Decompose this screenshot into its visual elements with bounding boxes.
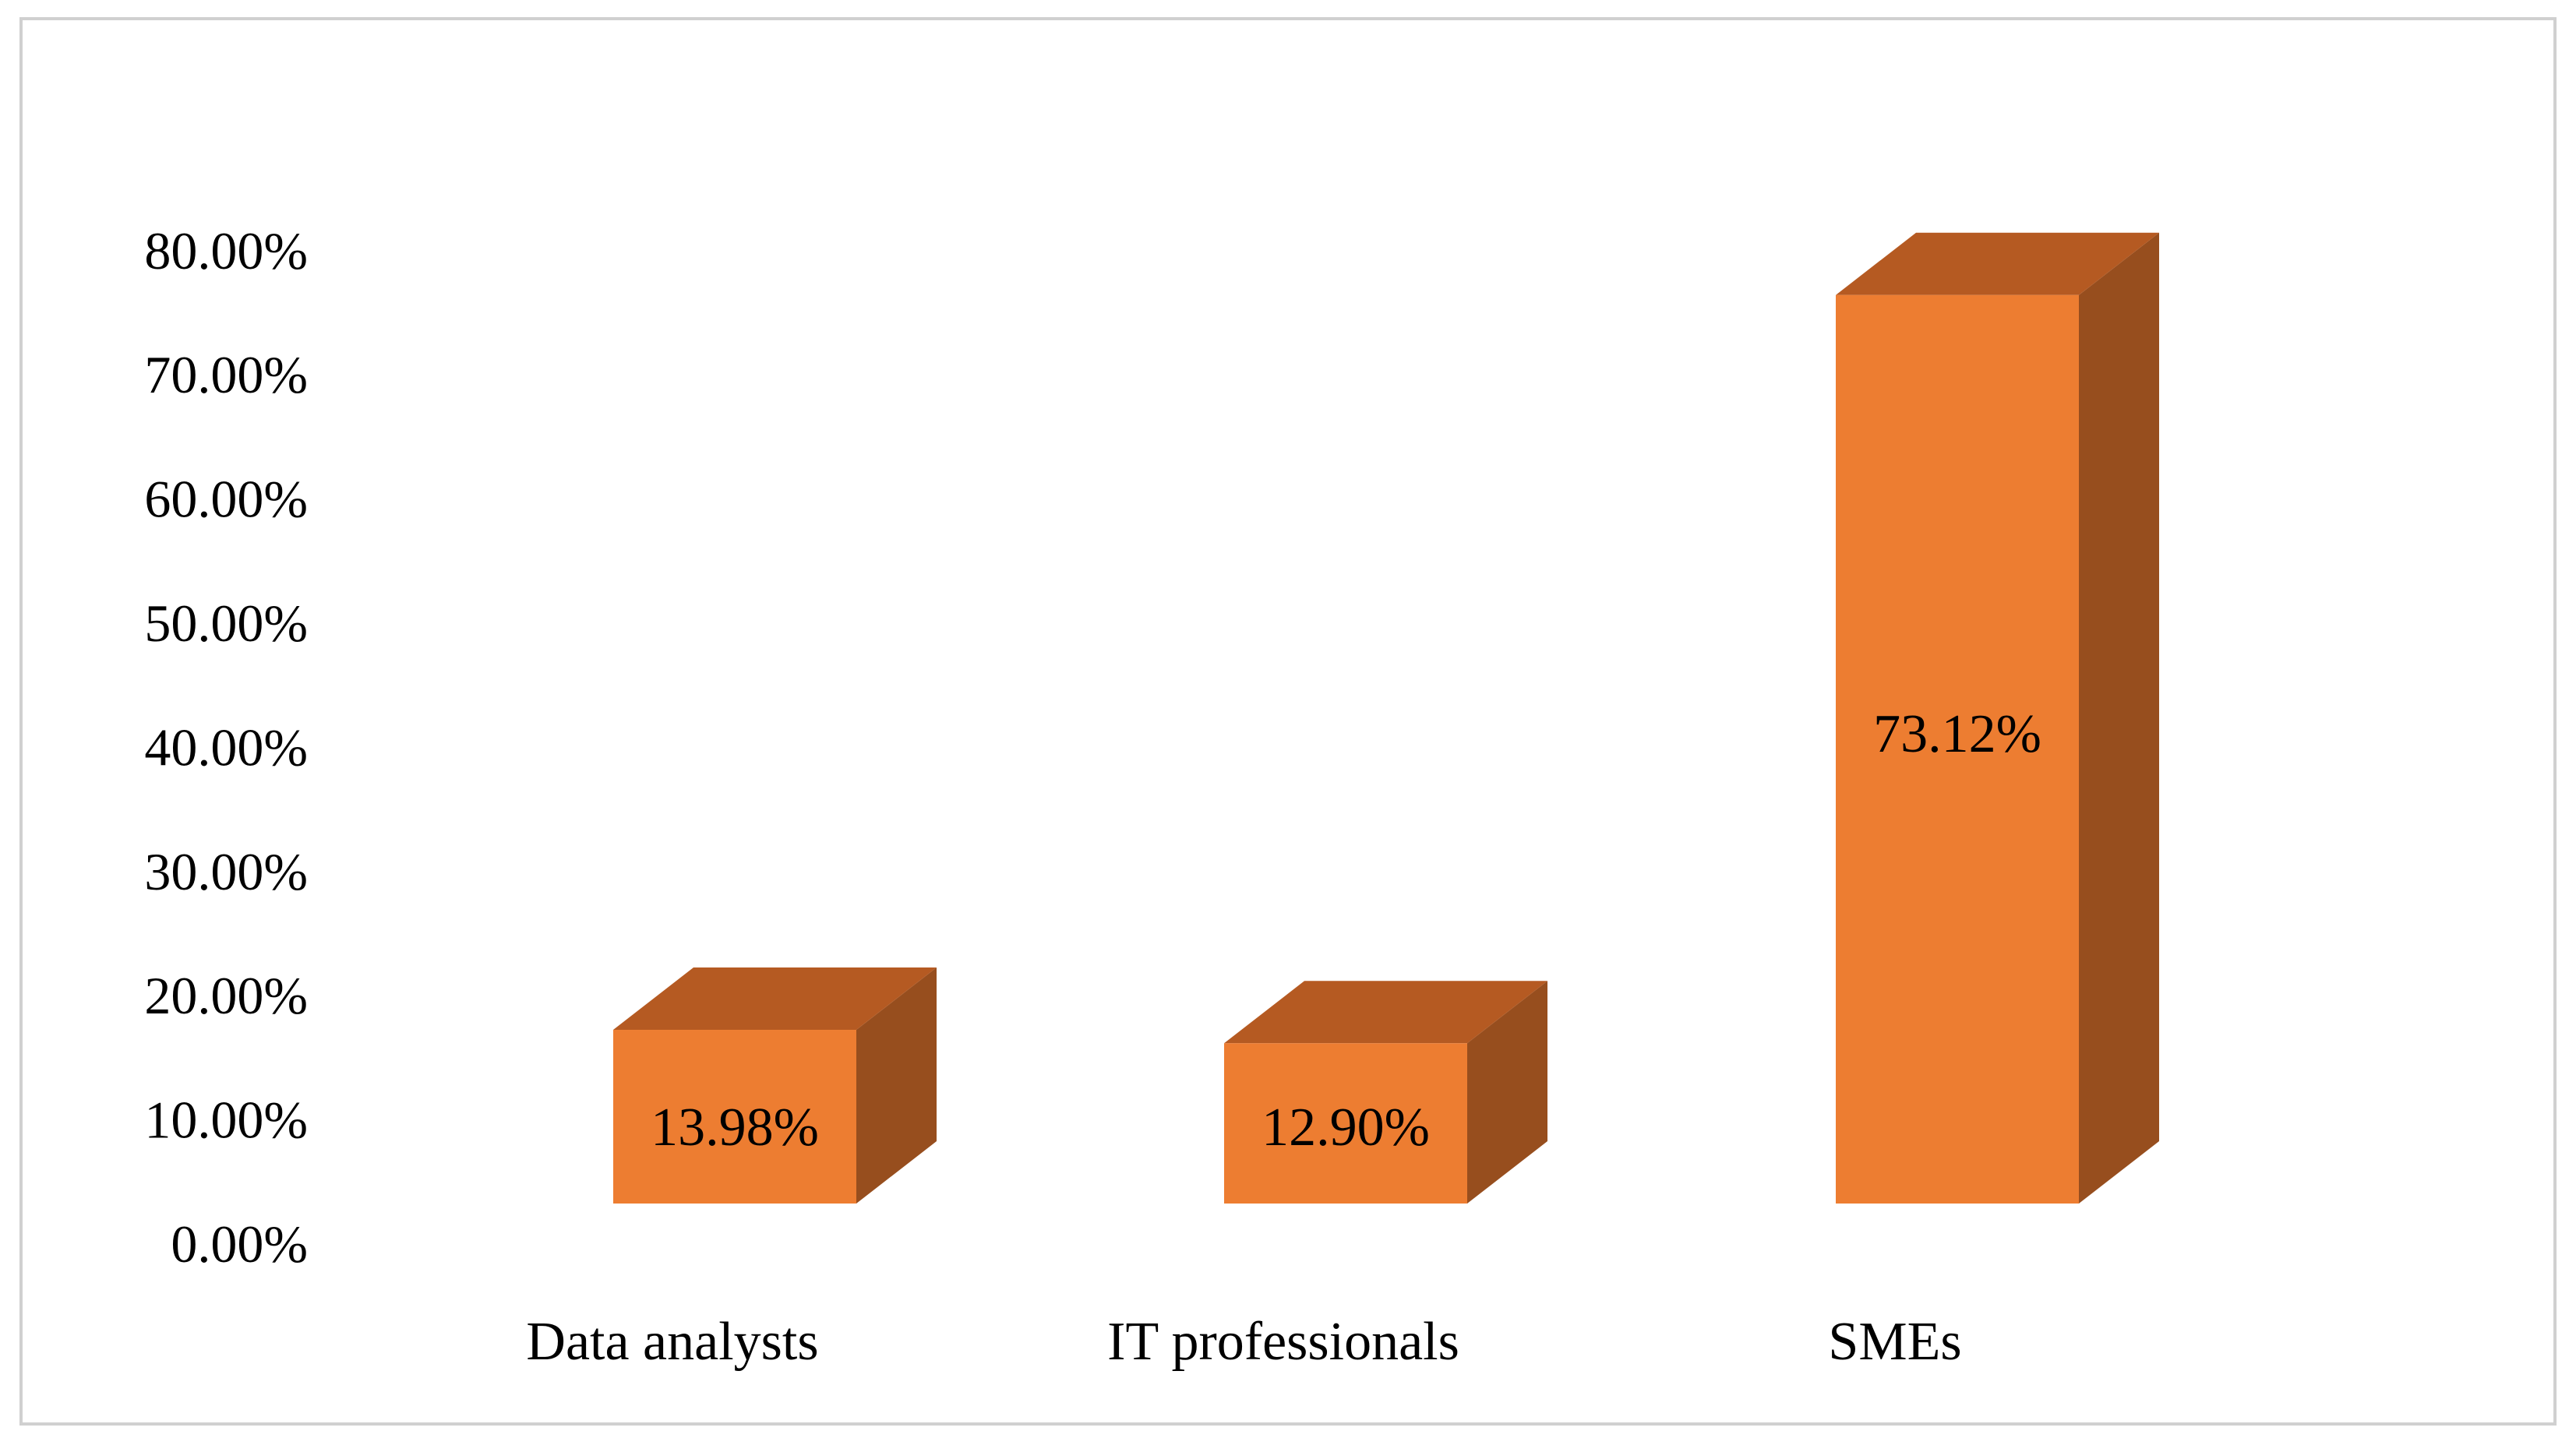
y-tick-label: 30.00% bbox=[144, 842, 308, 901]
bar-it-professionals: 12.90% bbox=[1224, 981, 1547, 1204]
bar-data-analysts: 13.98% bbox=[613, 967, 937, 1204]
y-tick-label: 50.00% bbox=[144, 594, 308, 653]
y-tick-label: 80.00% bbox=[144, 221, 308, 280]
data-label: 13.98% bbox=[651, 1098, 819, 1158]
data-label: 73.12% bbox=[1873, 704, 2041, 764]
x-axis: Data analysts IT professionals SMEs bbox=[526, 1312, 1961, 1372]
bar-smes: 73.12% bbox=[1836, 232, 2159, 1204]
y-tick-label: 0.00% bbox=[171, 1214, 308, 1274]
data-label: 12.90% bbox=[1262, 1098, 1430, 1158]
bars: 13.98% 12.90% 73.12% bbox=[613, 232, 2159, 1204]
x-category-label: SMEs bbox=[1828, 1312, 1961, 1372]
bar-side-face bbox=[1467, 981, 1547, 1204]
y-tick-label: 70.00% bbox=[144, 345, 308, 404]
y-tick-label: 20.00% bbox=[144, 966, 308, 1025]
bar-top-face bbox=[1836, 232, 2159, 295]
bar-front-face bbox=[613, 1030, 856, 1204]
bar-side-face bbox=[856, 967, 937, 1204]
y-tick-label: 60.00% bbox=[144, 470, 308, 529]
bar-front-face bbox=[1836, 294, 2079, 1204]
y-tick-label: 40.00% bbox=[144, 717, 308, 777]
x-category-label: IT professionals bbox=[1107, 1312, 1459, 1372]
bar-top-face bbox=[613, 967, 937, 1031]
x-category-label: Data analysts bbox=[526, 1312, 818, 1372]
y-axis: 0.00% 10.00% 20.00% 30.00% 40.00% 50.00% 60.00… bbox=[144, 221, 308, 1274]
y-tick-label: 10.00% bbox=[144, 1091, 308, 1150]
bar-side-face bbox=[2079, 232, 2159, 1204]
bar-front-face bbox=[1224, 1043, 1467, 1204]
bar-top-face bbox=[1224, 981, 1547, 1044]
